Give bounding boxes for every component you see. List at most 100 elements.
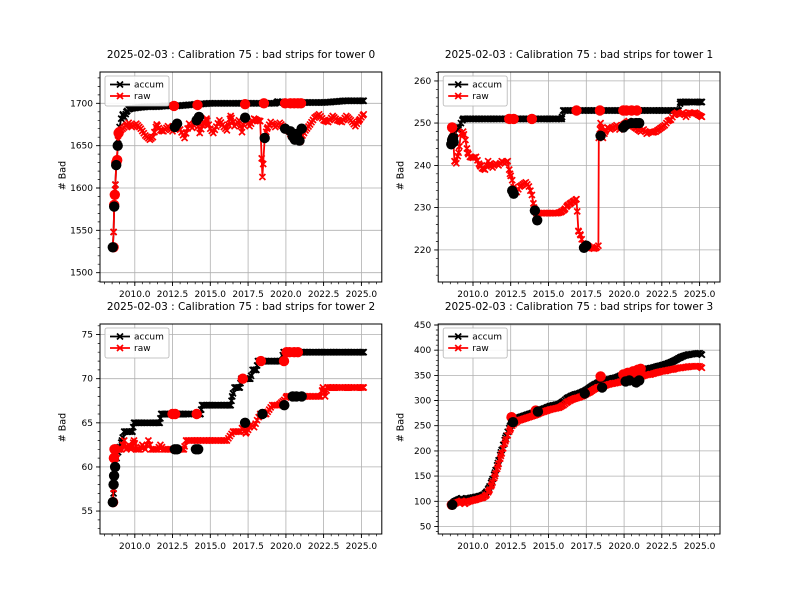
x-tick-label: 2017.5 — [232, 542, 264, 552]
chart-tower-2: 2010.0 2012.5 2015.0 2017.5 2020.0 2022.5 2025… — [82, 323, 383, 552]
legend-key-raw — [448, 344, 469, 352]
calibration-dot — [596, 382, 608, 393]
calibration-dot — [634, 375, 645, 386]
legend-key-raw — [110, 92, 130, 100]
calibration-dot — [259, 132, 270, 144]
x-tick-label: 2022.5 — [646, 542, 678, 552]
legend-key-raw — [448, 92, 469, 100]
axes-frame — [99, 71, 383, 283]
y-tick-label: 450 — [414, 321, 431, 331]
y-tick-label: 100 — [414, 497, 431, 507]
chart-title-tower-3: 2025-02-03 : Calibration 75 : bad strips… — [444, 301, 714, 313]
x-tick-label: 2025.0 — [684, 542, 716, 552]
calibration-dot — [448, 136, 459, 148]
x-tick-label: 2010.0 — [119, 542, 151, 552]
calibration-dot — [193, 111, 205, 123]
x-tick-label: 2015.0 — [195, 290, 227, 300]
calibration-dot — [526, 113, 538, 125]
x-tick-label: 2012.5 — [157, 290, 189, 300]
calibration-dot — [170, 408, 181, 420]
x-tick-label: 2025.0 — [346, 290, 378, 300]
calibration-dot — [294, 135, 305, 146]
x-tick-label: 2015.0 — [533, 290, 565, 300]
y-tick-label: 250 — [414, 422, 431, 432]
x-tick-label: 2017.5 — [232, 290, 264, 300]
calibration-dot — [532, 215, 543, 226]
calibration-dot — [595, 371, 606, 382]
calibration-dot — [255, 355, 267, 367]
calibration-dot — [295, 98, 307, 109]
y-tick-label: 70 — [82, 375, 94, 385]
chart-title-tower-2: 2025-02-03 : Calibration 75 : bad strips… — [106, 301, 376, 313]
calibration-dot — [237, 373, 248, 384]
x-tick-label: 2020.0 — [608, 542, 640, 552]
calibration-dot — [258, 98, 270, 109]
y-tick-label: 1550 — [70, 226, 93, 236]
chart-tower-0: 2010.0 2012.5 2015.0 2017.5 2020.0 2022.5 2025… — [70, 71, 383, 300]
calibration-dot — [508, 113, 519, 125]
chart-tower-3: 2010.0 2012.5 2015.0 2017.5 2020.0 2022.5 2025… — [414, 321, 721, 552]
red-dots — [446, 105, 643, 133]
calibration-dot — [107, 497, 119, 508]
y-tick-label: 220 — [414, 246, 431, 256]
x-tick-label: 2022.5 — [308, 542, 340, 552]
calibration-dot — [296, 123, 307, 134]
calibration-dot — [191, 408, 202, 420]
calibration-dot — [239, 417, 251, 428]
x-tick-label: 2025.0 — [684, 290, 716, 300]
x-tick-label: 2020.0 — [270, 542, 302, 552]
x-tick-label: 2010.0 — [119, 290, 151, 300]
calibration-dot — [635, 363, 646, 374]
y-tick-label: 1600 — [70, 184, 93, 194]
legend-key-raw — [110, 344, 130, 352]
calibration-dot — [634, 117, 645, 129]
x-tick-label: 2017.5 — [571, 542, 603, 552]
y-tick-label: 65 — [82, 419, 93, 429]
calibration-dot — [257, 408, 268, 420]
y-tick-label: 200 — [414, 447, 431, 457]
legend-key-accum — [110, 332, 130, 341]
axes-frame — [437, 323, 721, 535]
y-tick-label: 75 — [82, 331, 93, 341]
legend-label-raw: raw — [472, 344, 489, 354]
y-axis-label: # Bad — [395, 160, 407, 191]
calibration-dot — [507, 417, 519, 428]
calibration-dot — [571, 105, 582, 116]
y-tick-label: 1650 — [70, 142, 93, 152]
x-tick-label: 2015.0 — [533, 542, 565, 552]
calibration-dot — [111, 159, 122, 171]
axes-frame — [437, 71, 721, 283]
calibration-dot — [107, 242, 119, 253]
black-dots — [446, 117, 645, 253]
calibration-dot — [192, 99, 203, 111]
y-axis-label: # Bad — [57, 412, 69, 443]
minor-ticks — [97, 325, 377, 537]
legend-label-accum: accum — [134, 333, 164, 343]
calibration-dot — [108, 470, 120, 481]
calibration-dot — [278, 355, 290, 367]
calibration-dot — [631, 105, 643, 116]
x-tick-label: 2012.5 — [495, 542, 527, 552]
legend-label-raw: raw — [134, 92, 151, 102]
calibration-dot — [279, 400, 290, 411]
calibration-dot — [529, 205, 541, 216]
x-tick-label: 2025.0 — [346, 542, 378, 552]
calibration-dot — [532, 406, 544, 417]
calibration-dot — [579, 388, 590, 399]
calibration-dot — [239, 112, 251, 123]
y-tick-label: 250 — [414, 119, 431, 129]
calibration-dot — [113, 127, 124, 139]
x-tick-label: 2020.0 — [270, 290, 302, 300]
minor-ticks — [97, 77, 377, 285]
legend-label-accum: accum — [472, 333, 502, 343]
x-tick-label: 2022.5 — [646, 290, 678, 300]
calibration-dot — [168, 100, 180, 112]
calibration-dot — [112, 140, 123, 151]
calibration-dot — [292, 347, 304, 358]
calibration-dot — [109, 201, 120, 212]
